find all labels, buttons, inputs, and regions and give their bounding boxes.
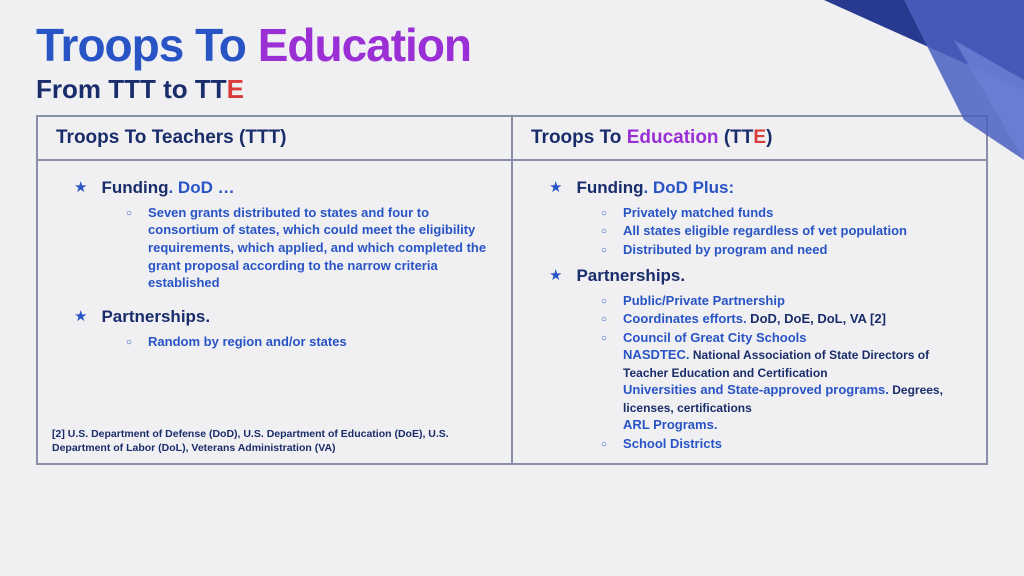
left-funding-text: Seven grants distributed to states and f… [148, 204, 495, 292]
right-partnerships-label: Partnerships. [576, 265, 685, 288]
left-body: ★ Funding. DoD … ○ Seven grants distribu… [37, 160, 512, 464]
bullet-icon: ○ [126, 207, 132, 292]
left-partnerships-label: Partnerships. [101, 306, 210, 329]
right-partnerships-row: ★ Partnerships. [549, 265, 970, 288]
bullet-icon: ○ [601, 438, 607, 453]
right-body: ★ Funding. DoD Plus: ○ Privately matched … [512, 160, 987, 464]
bullet-icon: ○ [601, 225, 607, 240]
bullet-icon: ○ [126, 336, 132, 351]
right-p-sub1: Public/Private Partnership [623, 292, 785, 310]
star-icon: ★ [74, 178, 87, 200]
left-funding-label: Funding. DoD … [101, 177, 234, 200]
corner-decor [764, 0, 1024, 160]
left-partnerships-sublist: ○ Random by region and/or states [126, 333, 495, 351]
right-funding-label: Funding. DoD Plus: [576, 177, 734, 200]
right-partnerships-sublist: ○ Public/Private Partnership ○ Coordinate… [601, 292, 970, 453]
left-partnerships-text: Random by region and/or states [148, 333, 347, 351]
right-funding-sub1: Privately matched funds [623, 204, 773, 222]
bullet-icon: ○ [601, 295, 607, 310]
right-funding-sub3: Distributed by program and need [623, 241, 827, 259]
right-p-sub2: Coordinates efforts. DoD, DoE, DoL, VA [… [623, 310, 886, 328]
right-funding-row: ★ Funding. DoD Plus: [549, 177, 970, 200]
title-part1: Troops To [36, 19, 258, 71]
bullet-icon: ○ [601, 313, 607, 328]
subtitle-part2: E [227, 74, 244, 104]
left-funding-sublist: ○ Seven grants distributed to states and… [126, 204, 495, 292]
bullet-icon: ○ [601, 244, 607, 259]
star-icon: ★ [74, 307, 87, 329]
left-partnerships-row: ★ Partnerships. [74, 306, 495, 329]
star-icon: ★ [549, 178, 562, 200]
bullet-icon: ○ [601, 207, 607, 222]
right-funding-sublist: ○ Privately matched funds ○ All states eli… [601, 204, 970, 259]
right-p-sub4: School Districts [623, 435, 722, 453]
subtitle-part1: From TTT to TT [36, 74, 227, 104]
left-funding-sub: ○ Seven grants distributed to states and… [126, 204, 495, 292]
left-partnerships-sub: ○ Random by region and/or states [126, 333, 495, 351]
right-funding-sub2: All states eligible regardless of vet po… [623, 222, 907, 240]
comparison-table: Troops To Teachers (TTT) Troops To Educa… [36, 115, 988, 465]
bullet-icon: ○ [601, 332, 607, 434]
left-header: Troops To Teachers (TTT) [56, 127, 495, 149]
left-header-cell: Troops To Teachers (TTT) [37, 116, 512, 160]
footnote: [2] U.S. Department of Defense (DoD), U.… [52, 428, 497, 455]
title-part2: Education [258, 19, 471, 71]
right-p-sub3: Council of Great City Schools NASDTEC. N… [623, 329, 970, 434]
star-icon: ★ [549, 266, 562, 288]
left-funding-row: ★ Funding. DoD … [74, 177, 495, 200]
